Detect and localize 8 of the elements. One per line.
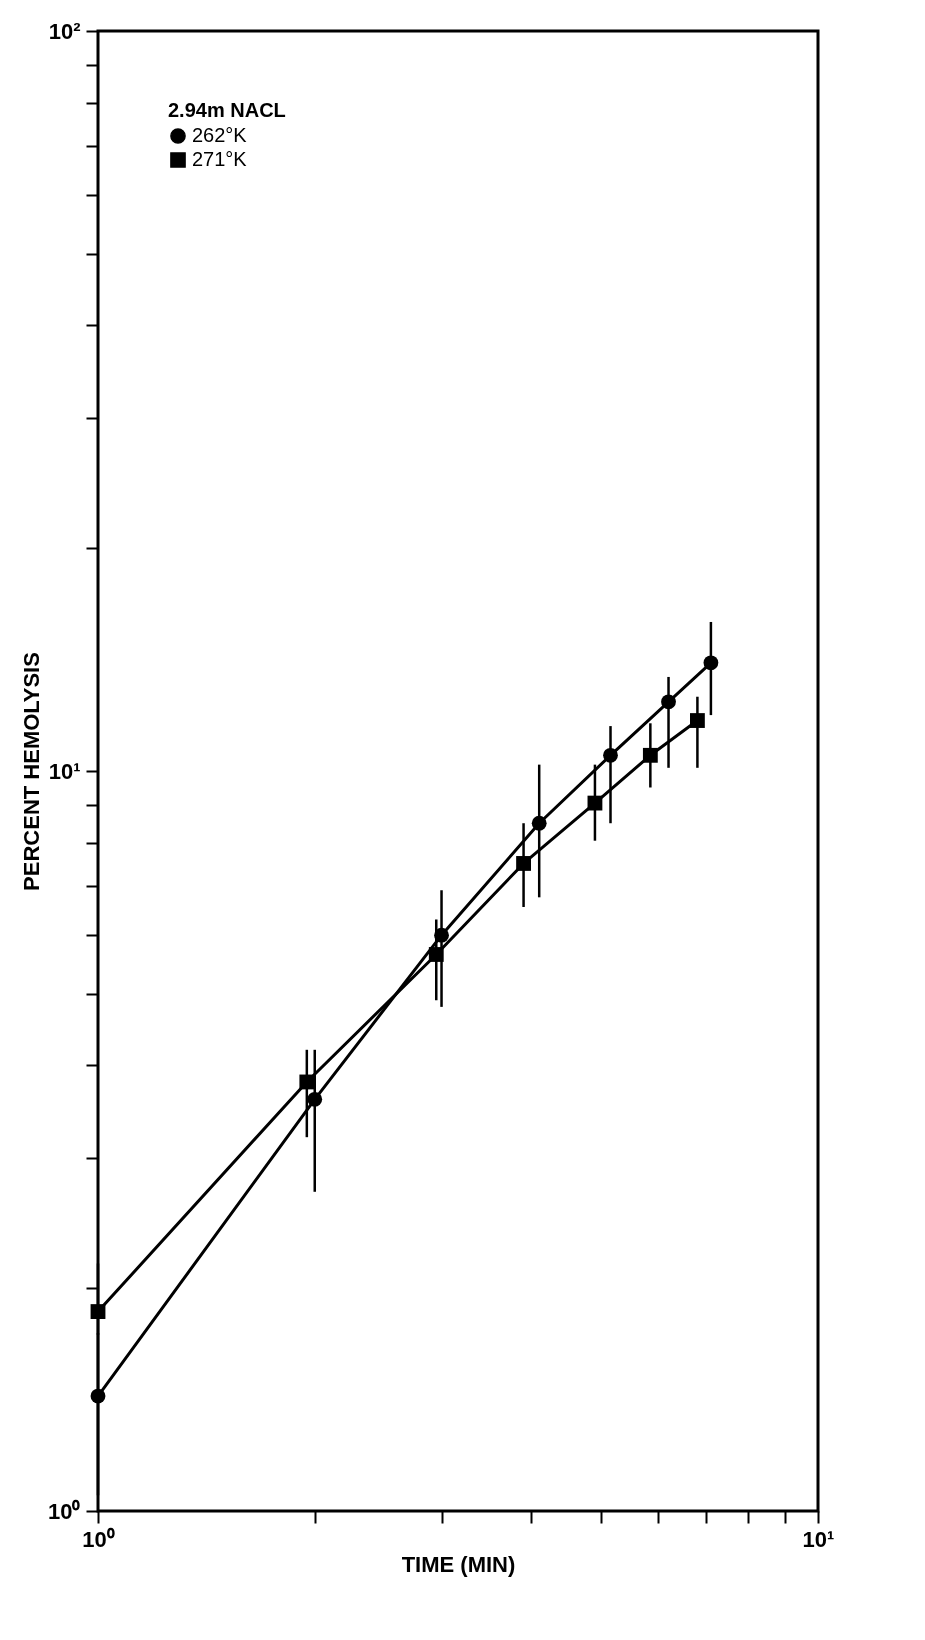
y-tick-label: 10⁰ [48, 1498, 81, 1524]
y-tick-label: 10² [48, 18, 81, 44]
legend-label: 262°K [192, 124, 248, 146]
x-axis-title: TIME (MIN) [401, 1551, 516, 1577]
y-axis-title: PERCENT HEMOLYSIS [19, 652, 45, 891]
legend-label: 271°K [192, 148, 248, 170]
y-tick-label: 10¹ [48, 758, 81, 784]
legend-title: 2.94m NACL [168, 99, 286, 121]
